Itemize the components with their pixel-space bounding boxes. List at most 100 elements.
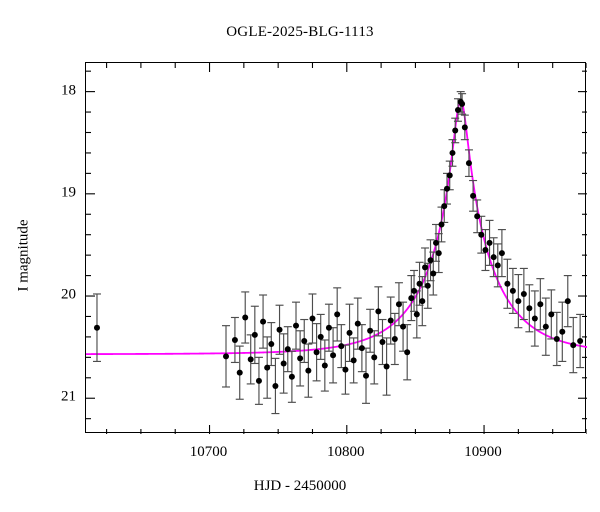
- data-point: [301, 337, 308, 344]
- data-point: [284, 346, 291, 353]
- data-point: [391, 335, 398, 342]
- data-point: [577, 337, 584, 344]
- data-point: [553, 335, 560, 342]
- data-point: [325, 324, 332, 331]
- data-point: [280, 360, 287, 367]
- data-point: [433, 239, 440, 246]
- chart-title: OGLE-2025-BLG-1113: [226, 24, 374, 40]
- x-tick-label: 10900: [464, 444, 502, 460]
- data-point: [470, 192, 477, 199]
- data-point: [531, 315, 538, 322]
- data-point: [350, 357, 357, 364]
- data-point: [400, 323, 407, 330]
- plot-area: [85, 62, 587, 434]
- data-point: [564, 298, 571, 305]
- data-point: [509, 287, 516, 294]
- data-point: [459, 100, 466, 107]
- data-point: [413, 311, 420, 318]
- data-point: [255, 377, 262, 384]
- data-point: [363, 372, 370, 379]
- data-point: [293, 322, 300, 329]
- data-point: [338, 343, 345, 350]
- data-point: [272, 382, 279, 389]
- model-curve: [86, 98, 587, 355]
- data-point: [264, 364, 271, 371]
- data-point: [537, 301, 544, 308]
- data-point: [268, 341, 275, 348]
- data-point: [452, 127, 459, 134]
- data-point: [443, 185, 450, 192]
- data-point: [260, 318, 267, 325]
- data-point: [474, 213, 481, 220]
- data-point: [542, 323, 549, 330]
- data-point: [498, 250, 505, 257]
- data-point: [454, 107, 461, 114]
- data-point: [486, 239, 493, 246]
- data-point: [309, 315, 316, 322]
- data-point: [548, 311, 555, 318]
- data-point: [441, 203, 448, 210]
- data-point: [342, 366, 349, 373]
- data-point: [490, 254, 497, 261]
- data-point: [379, 339, 386, 346]
- data-point: [526, 305, 533, 312]
- data-point: [330, 352, 337, 359]
- data-point: [520, 290, 527, 297]
- y-tick-label: 20: [61, 286, 76, 303]
- data-point: [321, 362, 328, 369]
- data-point: [438, 221, 445, 228]
- data-point: [416, 280, 423, 287]
- data-point: [383, 363, 390, 370]
- x-axis-label: HJD - 2450000: [253, 478, 347, 494]
- data-point: [367, 327, 374, 334]
- data-point: [559, 328, 566, 335]
- data-point: [346, 329, 353, 336]
- data-point: [288, 373, 295, 380]
- data-point: [411, 287, 418, 294]
- data-point: [313, 349, 320, 356]
- data-point: [371, 354, 378, 361]
- data-point: [430, 270, 437, 277]
- data-point: [354, 320, 361, 327]
- data-point: [223, 353, 230, 360]
- data-point: [408, 295, 415, 302]
- data-point: [494, 262, 501, 269]
- data-point: [387, 317, 394, 324]
- data-point: [435, 250, 442, 257]
- data-point: [482, 247, 489, 254]
- data-point: [515, 298, 522, 305]
- data-point: [404, 349, 411, 356]
- data-point: [231, 336, 238, 343]
- plot-canvas: [86, 63, 587, 434]
- data-point: [297, 355, 304, 362]
- x-tick-label: 10700: [189, 444, 228, 460]
- data-point: [358, 345, 365, 352]
- data-point: [93, 324, 100, 331]
- y-axis-label: I magnitude: [15, 219, 32, 292]
- data-point: [427, 257, 434, 264]
- x-tick-label: 10800: [327, 444, 365, 460]
- data-point: [395, 301, 402, 308]
- data-point: [478, 231, 485, 238]
- data-point: [276, 326, 283, 333]
- data-point: [317, 333, 324, 340]
- data-point: [305, 367, 312, 374]
- data-point: [236, 369, 243, 376]
- data-point: [334, 311, 341, 318]
- data-point: [247, 356, 254, 363]
- y-tick-label: 18: [61, 82, 76, 99]
- data-point: [504, 280, 511, 287]
- data-point: [446, 172, 453, 179]
- data-point: [422, 264, 429, 271]
- axis-ticks: [86, 63, 587, 434]
- y-tick-label: 21: [61, 388, 76, 405]
- y-tick-label: 19: [61, 184, 76, 201]
- data-point: [251, 331, 258, 338]
- data-point: [449, 149, 456, 156]
- data-point: [375, 308, 382, 315]
- data-point: [570, 342, 577, 349]
- data-points: [93, 98, 584, 389]
- data-point: [465, 160, 472, 167]
- data-point: [419, 298, 426, 305]
